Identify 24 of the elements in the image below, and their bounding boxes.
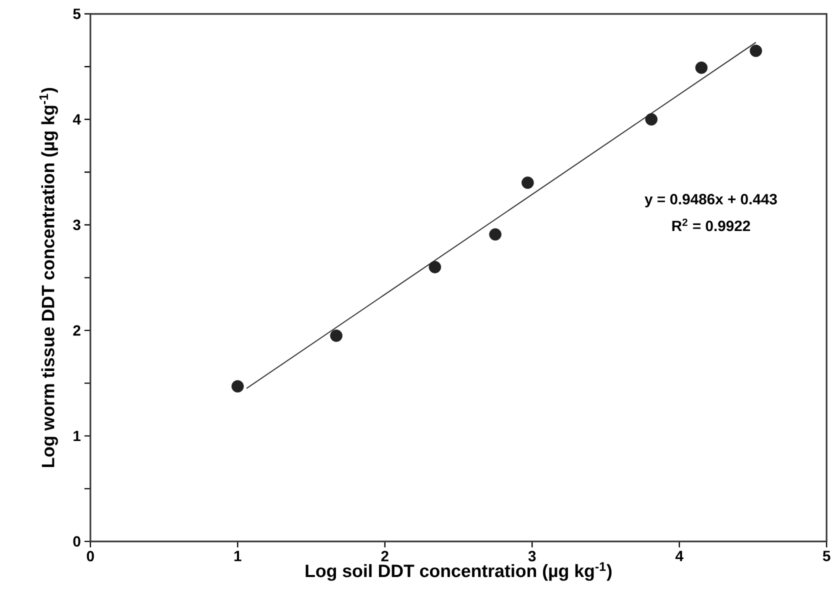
point <box>645 113 658 126</box>
point <box>428 260 442 274</box>
point <box>330 330 342 342</box>
x-tick-label: 1 <box>234 550 242 562</box>
y-tick-label: 5 <box>73 8 81 20</box>
point <box>522 176 534 189</box>
y-tick-label: 3 <box>73 220 80 230</box>
x-tick-label: 4 <box>675 550 684 562</box>
x-tick-label: 0 <box>86 550 94 562</box>
annotation: R$^{2}$ = 0.9922 <box>672 218 750 232</box>
x-tick-label: 2 <box>381 550 388 562</box>
point <box>489 228 502 241</box>
x-tick-label: 3 <box>528 550 536 562</box>
point <box>750 44 762 57</box>
point <box>695 62 708 74</box>
y-tick-label: 0 <box>73 536 80 547</box>
annotation: y = 0.9486x + 0.443 <box>644 194 777 208</box>
point <box>231 380 244 392</box>
y-axis-title: Log worm tissue DDT concentration (µg kg$^{-1}$) <box>39 88 58 468</box>
y-tick-label: 4 <box>72 114 81 125</box>
y-tick-label: 2 <box>73 325 80 336</box>
x-axis-title: Log soil DDT concentration (µg kg$^{-1}$) <box>306 562 612 581</box>
x-tick-label: 5 <box>822 550 830 562</box>
y-tick-label: 1 <box>74 430 81 442</box>
